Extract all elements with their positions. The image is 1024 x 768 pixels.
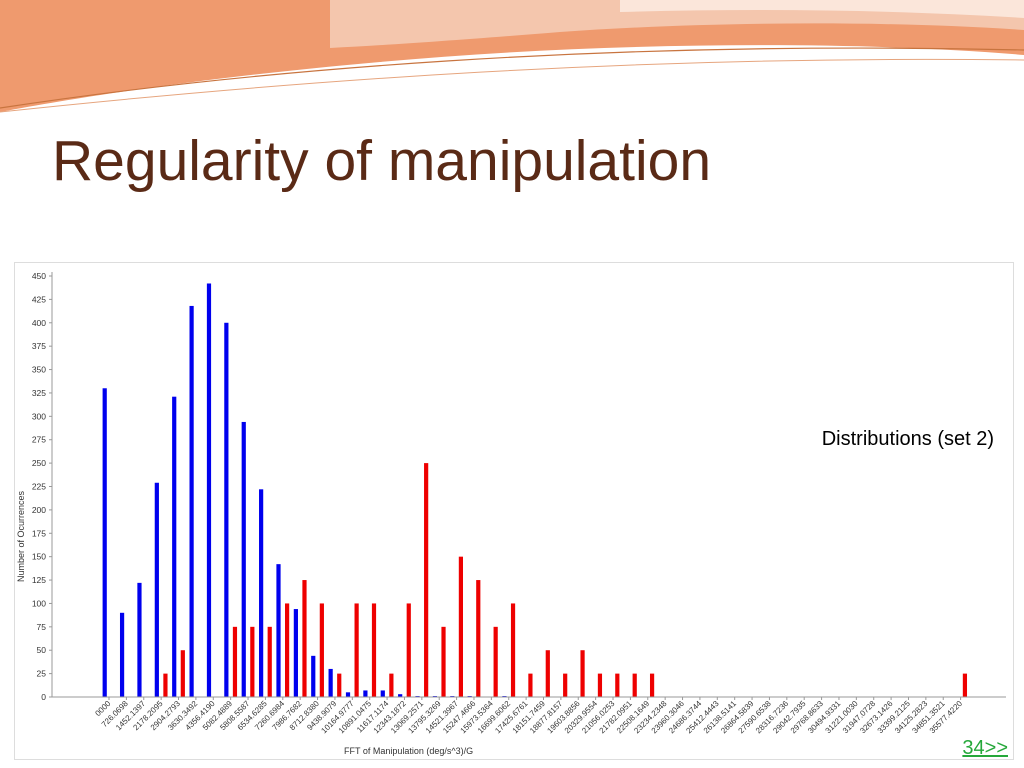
bar [250, 626, 255, 697]
bar [259, 489, 264, 697]
bar [319, 603, 324, 697]
bar [580, 650, 585, 697]
bar [476, 580, 481, 697]
next-page-link[interactable]: 34>> [962, 737, 1008, 759]
chart-canvas: 0 25 50 75 100 125 150 175 200 225 250 275 300 325 350… [14, 262, 1014, 760]
y-tick-label: 400 [32, 318, 46, 328]
x-axis-title: FFT of Manipulation (deg/s^3)/G [344, 746, 473, 756]
bar [163, 673, 168, 697]
bar [232, 626, 238, 697]
y-tick-label: 25 [37, 669, 47, 679]
bar [406, 603, 411, 697]
bar [267, 626, 272, 697]
bar [276, 564, 281, 697]
y-tick-label: 250 [32, 458, 46, 468]
bar [528, 673, 533, 697]
bar [510, 603, 516, 697]
y-tick-label: 175 [32, 528, 46, 538]
y-tick-label: 125 [32, 575, 46, 585]
y-tick-label: 225 [32, 482, 46, 492]
bar [311, 655, 316, 697]
y-tick-label: 450 [32, 271, 46, 281]
slide-title: Regularity of manipulation [52, 129, 712, 193]
bar [398, 694, 403, 697]
bar [962, 673, 968, 697]
distribution-annotation: Distributions (set 2) [821, 428, 994, 450]
y-tick-label: 325 [32, 388, 46, 398]
y-tick-label: 75 [37, 622, 47, 632]
bar [154, 482, 159, 697]
y-axis-title: Number of Ocurrences [16, 490, 26, 582]
y-tick-label: 375 [32, 341, 46, 351]
bar [293, 609, 298, 697]
y-tick-label: 300 [32, 411, 46, 421]
bar [180, 650, 185, 697]
bar [241, 421, 246, 697]
bar [632, 673, 637, 697]
bar [424, 463, 429, 697]
y-axis: 0 25 50 75 100 125 150 175 200 225 250 275 300 325 350… [32, 271, 52, 702]
bar [302, 580, 307, 697]
bar [380, 690, 385, 697]
y-tick-label: 425 [32, 294, 46, 304]
bar [563, 673, 568, 697]
bar [189, 305, 194, 697]
bar [493, 626, 498, 697]
bar [545, 650, 550, 697]
y-tick-label: 150 [32, 552, 46, 562]
bar [137, 582, 142, 697]
y-tick-label: 200 [32, 505, 46, 515]
bar [371, 603, 377, 697]
y-tick-label: 50 [37, 645, 47, 655]
bars [102, 283, 968, 697]
bar [172, 396, 177, 697]
bar [119, 612, 125, 697]
bar [441, 626, 446, 697]
bar [102, 388, 107, 697]
bar [649, 673, 655, 697]
bar [354, 603, 359, 697]
header-swoosh-decoration [0, 0, 1024, 113]
bar [597, 673, 603, 697]
bar [285, 603, 290, 697]
y-tick-label: 350 [32, 365, 46, 375]
bar [337, 673, 342, 697]
bar [363, 690, 368, 697]
y-tick-label: 100 [32, 598, 46, 608]
bar [615, 673, 620, 697]
bar [206, 283, 212, 697]
bar [345, 692, 351, 697]
histogram-chart: 0 25 50 75 100 125 150 175 200 225 250 275 300 325 350… [14, 262, 1014, 760]
bar [224, 322, 229, 697]
bar [328, 668, 333, 697]
bar [458, 556, 463, 697]
bar [389, 673, 394, 697]
y-tick-label: 0 [41, 692, 46, 702]
y-tick-label: 275 [32, 435, 46, 445]
